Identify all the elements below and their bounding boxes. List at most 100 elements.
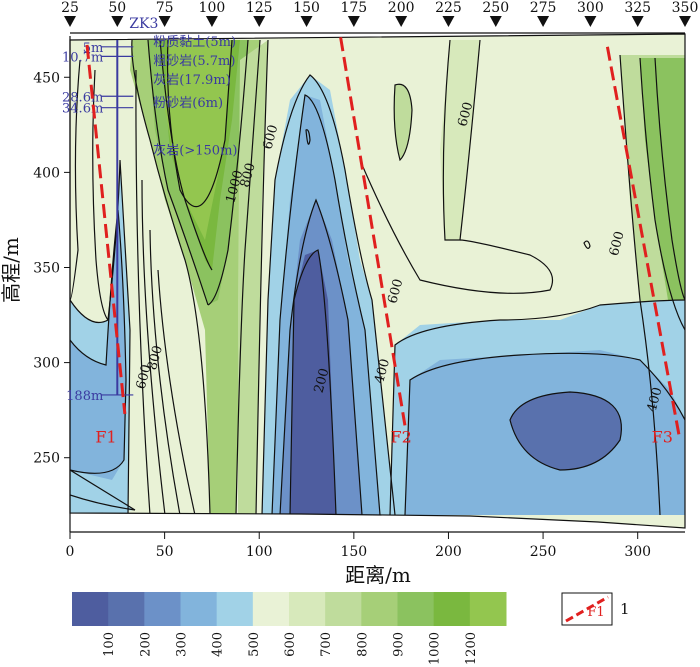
y-tick-label: 250 — [33, 451, 60, 467]
band-right-green-core — [640, 58, 685, 330]
contour-line — [442, 39, 481, 241]
legend-level-label: 300 — [175, 632, 190, 657]
contour-label: 200 — [312, 367, 333, 395]
station-marker — [300, 16, 313, 27]
legend-swatch — [361, 592, 398, 626]
station-label: 75 — [156, 0, 174, 16]
contour-line — [147, 39, 209, 306]
plot-frame — [69, 32, 686, 529]
station-marker — [489, 16, 502, 27]
contour-label: 600 — [385, 277, 406, 305]
station-label: 225 — [435, 0, 462, 16]
band-green-column — [238, 40, 268, 515]
contour-line — [131, 39, 211, 516]
fault-label: F2 — [391, 427, 412, 446]
contour-line — [70, 159, 131, 516]
y-tick-label: 300 — [33, 356, 60, 372]
station-marker — [631, 16, 644, 27]
legend-level-label: 700 — [319, 632, 334, 657]
station-marker — [537, 16, 550, 27]
fault-legend-label: F1 — [587, 605, 604, 620]
station-markers: 25 50 75 100 125 150 175 200 225 250 275 300 325 350 — [61, 0, 698, 27]
x-tick-label: 150 — [340, 544, 367, 560]
x-axis-title: 距离/m — [345, 563, 411, 587]
station-label: 175 — [340, 0, 367, 16]
legend-level-label: 600 — [283, 632, 298, 657]
legend-swatch — [108, 592, 145, 626]
contour-line — [157, 269, 196, 516]
legend-level-label: 200 — [138, 632, 153, 657]
contour-bands — [70, 34, 685, 528]
legend-level-label: 900 — [392, 632, 407, 657]
contour-label: 800 — [145, 344, 166, 372]
legend-level-label: 1000 — [428, 632, 443, 665]
axes: 0 50 100 150 200 250 300 250 300 350 400 450 — [33, 36, 685, 560]
contour-label: 400 — [645, 386, 666, 414]
contour-line — [305, 129, 311, 145]
station-label: 100 — [199, 0, 226, 16]
station-label: 250 — [482, 0, 509, 16]
contour-line — [404, 352, 685, 516]
contour-label: 600 — [455, 100, 476, 128]
legend-swatch — [469, 592, 507, 626]
fault-legend-symbol — [565, 595, 609, 623]
contour-line — [70, 59, 81, 301]
fault-line — [85, 44, 127, 415]
station-label: 150 — [293, 0, 320, 16]
station-marker — [111, 16, 124, 27]
band-bottom-left — [70, 470, 135, 515]
legend-level-label: 400 — [211, 632, 226, 657]
station-label: 275 — [530, 0, 557, 16]
station-marker — [442, 16, 455, 27]
station-marker — [347, 16, 360, 27]
borehole-zk3: ZK35m10.7m28.6m34.6m188m粉质黏土(5m)粗砂岩(5.7m… — [62, 16, 237, 404]
contour-line — [393, 83, 413, 162]
station-marker — [395, 16, 408, 27]
station-marker — [584, 16, 597, 27]
contour-line — [166, 39, 233, 208]
x-tick-label: 50 — [156, 544, 174, 560]
station-marker — [679, 16, 691, 27]
band-green-patch — [394, 84, 412, 160]
contour-line — [207, 39, 249, 306]
fault-label: F3 — [652, 427, 673, 446]
contour-line — [654, 57, 685, 301]
section-boundary — [69, 33, 686, 529]
station-marker — [253, 16, 266, 27]
station-label: 50 — [108, 0, 126, 16]
contour-line — [289, 249, 337, 516]
station-marker — [64, 16, 76, 27]
contour-label: 600 — [607, 230, 628, 258]
legend-swatch — [433, 592, 471, 626]
legend-level-label: 500 — [247, 632, 262, 657]
station-marker — [205, 16, 218, 27]
y-axis-title: 高程/m — [0, 237, 23, 303]
x-tick-label: 200 — [435, 544, 462, 560]
contour-line — [235, 39, 261, 516]
fault-legend-number: 1 — [620, 600, 630, 618]
legend-swatch — [289, 592, 326, 626]
fault-line — [339, 37, 407, 426]
contour-line — [159, 39, 213, 271]
station-marker — [158, 16, 171, 27]
legend-swatch — [252, 592, 290, 626]
contour-lines — [70, 39, 685, 516]
color-legend: 100 200 300 400 500 600 700 800 900 1000 1200 — [72, 592, 507, 665]
contour-line — [70, 494, 136, 511]
fault-lines: F1 F2 F3 — [85, 37, 681, 446]
station-label: 25 — [61, 0, 79, 16]
contour-line — [255, 39, 269, 516]
legend-level-label: 1200 — [464, 632, 479, 665]
legend-level-label: 800 — [355, 632, 370, 657]
depth-label: 10.7m — [62, 50, 103, 65]
x-tick-label: 100 — [246, 544, 273, 560]
x-tick-label: 0 — [66, 544, 75, 560]
stratum-label: 灰岩(17.9m) — [153, 73, 230, 88]
contour-label: 400 — [372, 357, 393, 385]
legend-swatch — [216, 592, 254, 626]
x-tick-label: 250 — [530, 544, 557, 560]
legend-swatch — [144, 592, 181, 626]
contour-line — [359, 159, 554, 294]
legend-swatch — [325, 592, 362, 626]
